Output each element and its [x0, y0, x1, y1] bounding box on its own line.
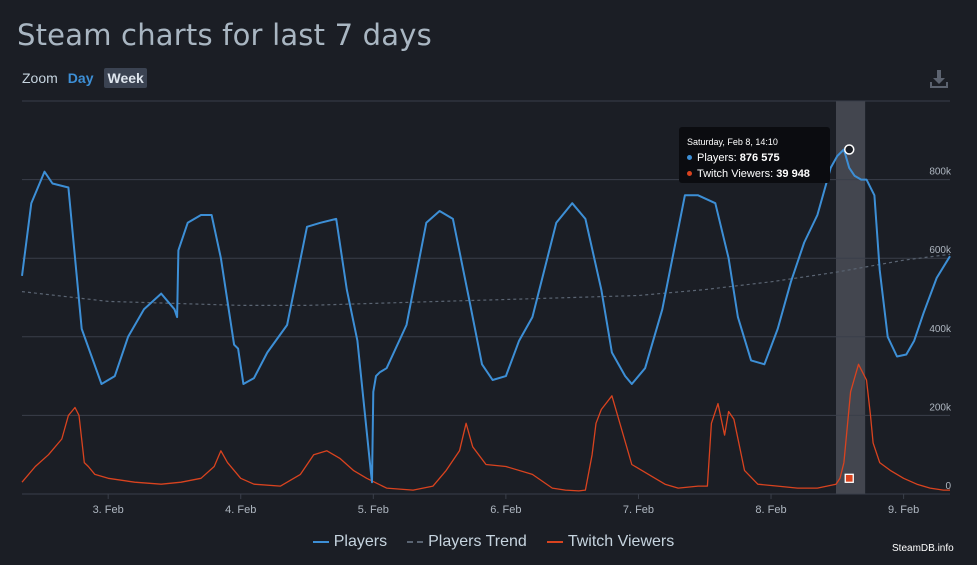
legend-label-players: Players	[333, 533, 388, 550]
legend-swatch-players-trend	[407, 541, 424, 543]
legend-item-players-trend[interactable]: Players Trend	[407, 533, 527, 551]
legend-item-twitch-viewers[interactable]: Twitch Viewers	[546, 533, 675, 551]
page-title: Steam charts for last 7 days	[17, 18, 432, 52]
y-tick-label: 400k	[929, 324, 952, 335]
x-tick-label: 9. Feb	[888, 504, 919, 516]
zoom-controls: Zoom Day Week	[22, 68, 147, 88]
zoom-day-button[interactable]: Day	[67, 70, 94, 86]
download-icon[interactable]	[928, 68, 950, 90]
y-tick-label: 600k	[929, 245, 952, 256]
x-tick-label: 7. Feb	[623, 504, 654, 516]
x-tick-label: 6. Feb	[490, 504, 521, 516]
legend-item-players[interactable]: Players	[312, 533, 388, 551]
tooltip-date: Saturday, Feb 8, 14:10	[687, 137, 778, 147]
chart-tooltip: Saturday, Feb 8, 14:10 Players: 876 575 …	[679, 127, 830, 183]
legend-label-twitch-viewers: Twitch Viewers	[567, 533, 675, 550]
tooltip-row-players: Players: 876 575	[687, 150, 830, 166]
legend-label-players-trend: Players Trend	[428, 533, 527, 550]
hover-highlight-band	[835, 101, 866, 494]
series-line-players	[21, 148, 951, 484]
series-line-players-trend	[21, 253, 951, 306]
y-tick-label: 200k	[929, 402, 952, 413]
zoom-label: Zoom	[22, 70, 58, 86]
tooltip-players-value: 876 575	[739, 152, 780, 164]
series-line-twitch-viewers	[21, 363, 950, 492]
credit-text: SteamDB.info	[892, 543, 954, 554]
hover-marker-twitch	[844, 473, 854, 483]
zoom-week-button[interactable]: Week	[104, 68, 147, 88]
tooltip-row-twitch: Twitch Viewers: 39 948	[687, 166, 830, 182]
chart-legend: Players Players Trend Twitch Viewers	[0, 533, 977, 551]
x-tick-label: 8. Feb	[755, 504, 786, 516]
tooltip-twitch-dot	[687, 170, 692, 176]
tooltip-players-label: Players:	[697, 152, 740, 164]
x-tick-label: 5. Feb	[358, 504, 389, 516]
y-tick-label: 800k	[929, 167, 952, 178]
tooltip-players-dot	[687, 154, 692, 160]
x-tick-label: 4. Feb	[225, 504, 256, 516]
tooltip-twitch-value: 39 948	[776, 168, 810, 180]
y-tick-label: 0	[945, 481, 951, 492]
tooltip-twitch-label: Twitch Viewers:	[697, 168, 777, 180]
x-tick-label: 3. Feb	[93, 504, 124, 516]
legend-swatch-twitch-viewers	[546, 541, 563, 543]
hover-marker-players	[843, 144, 855, 155]
legend-swatch-players	[312, 541, 329, 543]
